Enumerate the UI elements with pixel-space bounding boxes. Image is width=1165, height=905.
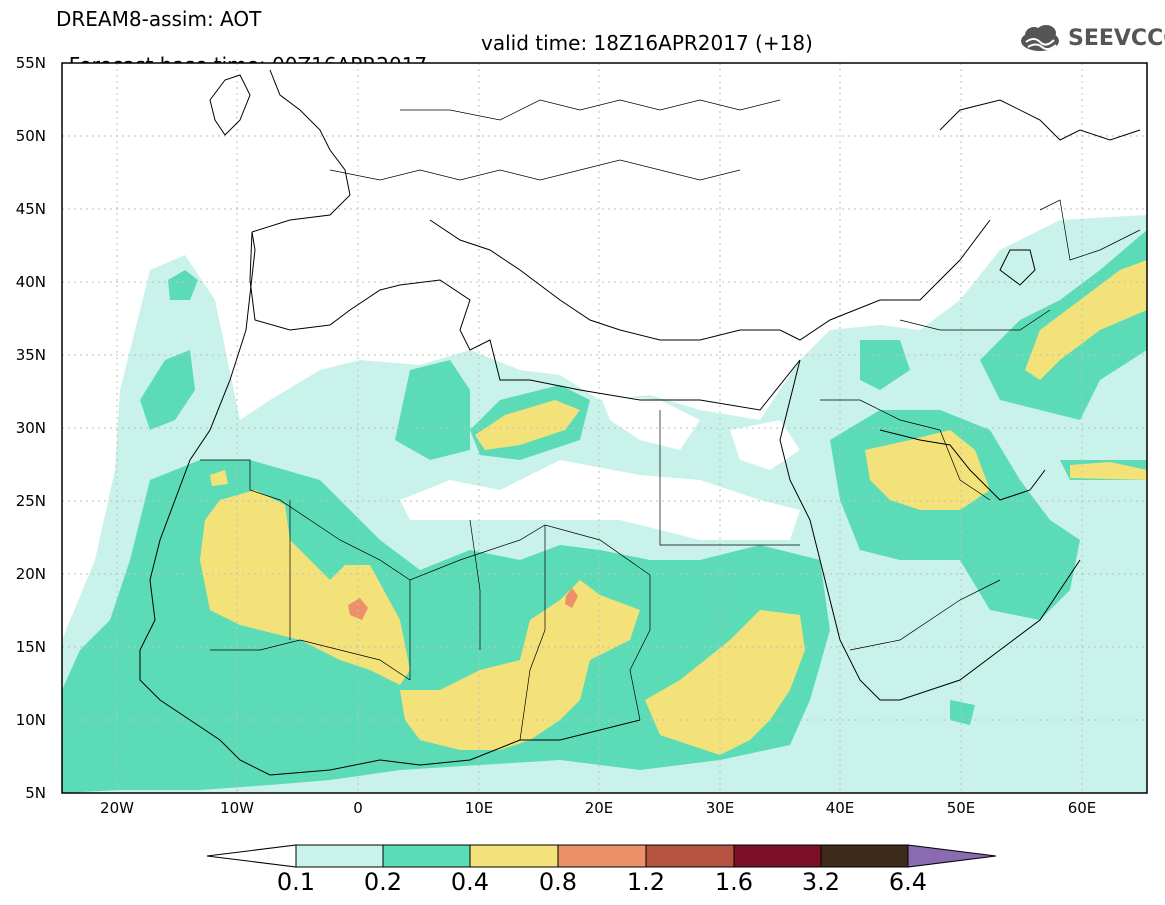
lat-label: 50N xyxy=(15,127,46,145)
lat-label: 25N xyxy=(15,492,46,510)
colorbar-box-4 xyxy=(557,844,647,868)
colorbar-label: 0.8 xyxy=(538,868,578,896)
map-frame xyxy=(61,62,1148,794)
lon-label: 20E xyxy=(584,799,614,817)
colorbar-box-6 xyxy=(733,844,822,868)
lat-label: 5N xyxy=(25,784,46,802)
colorbar xyxy=(206,844,997,868)
cloud-icon xyxy=(1021,25,1059,51)
colorbar-label: 0.4 xyxy=(450,868,490,896)
lon-label: 40E xyxy=(825,799,855,817)
borders xyxy=(200,99,1141,741)
colorbar-low-arrow xyxy=(206,844,297,868)
map-title: DREAM8-assim: AOT xyxy=(56,7,262,31)
colorbar-label: 0.2 xyxy=(363,868,403,896)
lon-label: 0 xyxy=(353,799,363,817)
clear-areas xyxy=(400,395,800,540)
colorbar-label: 6.4 xyxy=(888,868,928,896)
colorbar-label: 0.1 xyxy=(276,868,316,896)
lat-label: 30N xyxy=(15,419,46,437)
logo-text: SEEVCCC xyxy=(1068,26,1165,51)
coastlines xyxy=(139,69,1141,776)
lon-label: 10E xyxy=(464,799,494,817)
seevccc-logo: SEEVCCC xyxy=(1018,24,1165,54)
lat-label: 40N xyxy=(15,273,46,291)
colorbar-box-1 xyxy=(295,844,384,868)
valid-time: valid time: 18Z16APR2017 (+18) xyxy=(481,31,813,55)
lon-label: 50E xyxy=(946,799,976,817)
lon-label: 10W xyxy=(220,799,254,817)
lat-label: 45N xyxy=(15,200,46,218)
colorbar-label: 3.2 xyxy=(801,868,841,896)
colorbar-box-7 xyxy=(820,844,909,868)
colorbar-box-2 xyxy=(382,844,471,868)
lon-label: 20W xyxy=(100,799,134,817)
lat-label: 35N xyxy=(15,346,46,364)
colorbar-label: 1.6 xyxy=(714,868,754,896)
lat-label: 20N xyxy=(15,565,46,583)
graticule xyxy=(62,63,1147,793)
lat-label: 15N xyxy=(15,638,46,656)
lat-label: 55N xyxy=(15,54,46,72)
aot-band-0.4 xyxy=(200,260,1147,755)
colorbar-label: 1.2 xyxy=(626,868,666,896)
colorbar-box-3 xyxy=(469,844,559,868)
colorbar-high-arrow xyxy=(907,844,997,868)
lon-label: 30E xyxy=(705,799,735,817)
lat-label: 10N xyxy=(15,711,46,729)
colorbar-box-5 xyxy=(645,844,735,868)
lon-label: 60E xyxy=(1067,799,1097,817)
